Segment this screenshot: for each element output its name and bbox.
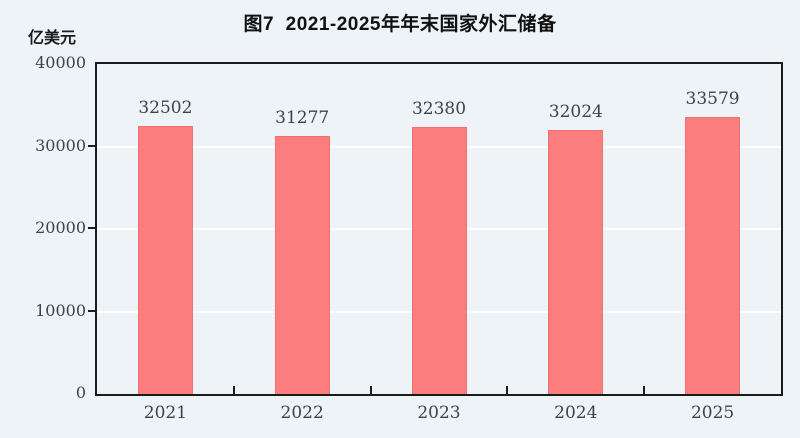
bar-value-label: 32502 [138, 97, 193, 118]
bar-2025 [685, 116, 741, 394]
bar-2023 [411, 126, 467, 394]
x-axis-tick-mark [643, 386, 646, 394]
y-axis-tick-mark [88, 309, 95, 312]
x-tick-label: 2023 [417, 403, 461, 423]
y-tick-label: 40000 [35, 53, 86, 72]
x-tick-label: 2024 [554, 403, 598, 423]
plot-area: 32502 31277 32380 32024 33579 [95, 62, 783, 396]
bar-value-label: 31277 [275, 107, 330, 128]
bar-value-label: 33579 [685, 88, 740, 109]
bar-2022 [274, 135, 330, 394]
x-tick-label: 2025 [690, 403, 735, 423]
bar-value-label: 32024 [548, 101, 603, 122]
y-tick-label: 0 [75, 383, 86, 402]
x-tick-label: 2021 [143, 403, 188, 423]
y-tick-label: 20000 [35, 218, 86, 237]
chart-title: 图7 2021-2025年年末国家外汇储备 [243, 14, 557, 35]
y-tick-label: 10000 [35, 300, 86, 320]
y-axis-tick-mark [88, 227, 95, 229]
x-axis-tick-mark [232, 386, 235, 394]
y-axis-unit-label: 亿美元 [28, 30, 77, 47]
bar-value-label: 32380 [411, 98, 467, 119]
y-tick-label: 30000 [35, 135, 86, 155]
x-tick-label: 2022 [280, 403, 324, 423]
y-axis-tick-mark [88, 144, 95, 147]
x-axis-tick-mark [506, 386, 509, 394]
x-axis-tick-mark [369, 386, 372, 394]
bar-2024 [548, 129, 604, 394]
bar-2021 [137, 125, 193, 394]
